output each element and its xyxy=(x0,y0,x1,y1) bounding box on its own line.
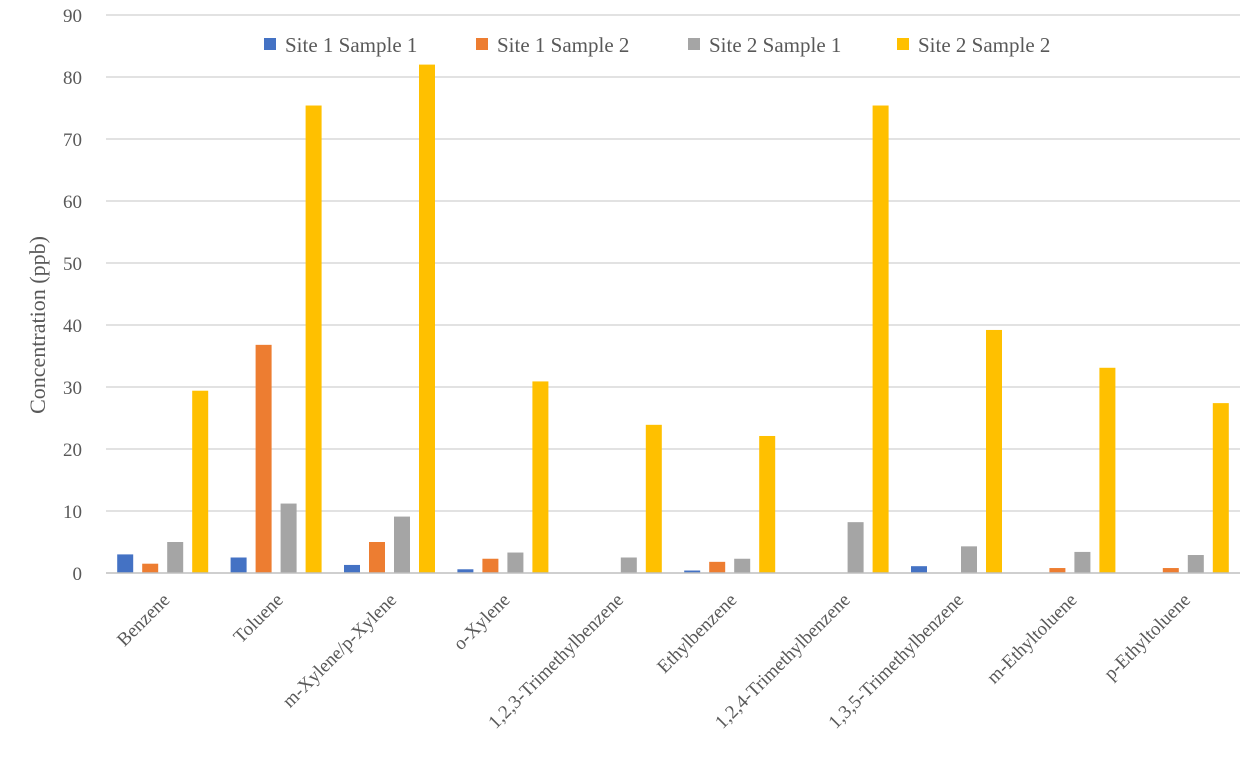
bar xyxy=(847,522,864,573)
bar xyxy=(1212,403,1229,573)
legend-swatch xyxy=(264,38,276,50)
y-axis-ticks: 0 10 20 30 40 50 60 70 80 90 xyxy=(63,6,82,585)
bar xyxy=(911,566,927,573)
legend-swatch xyxy=(476,38,488,50)
bar xyxy=(1049,568,1066,573)
y-tick-label: 40 xyxy=(63,316,82,337)
y-tick-label: 90 xyxy=(63,6,82,27)
bar xyxy=(167,542,184,573)
bar xyxy=(645,424,662,573)
bar xyxy=(1074,551,1091,573)
bar xyxy=(305,105,322,574)
x-tick-label: m-Xylene/p-Xylene xyxy=(279,590,401,712)
gridlines xyxy=(106,14,1240,512)
y-tick-label: 10 xyxy=(63,502,82,523)
bar xyxy=(230,557,247,573)
bar xyxy=(344,564,360,573)
bar xyxy=(684,570,701,573)
x-tick-label: Ethylbenzene xyxy=(653,590,741,678)
bar xyxy=(1099,367,1116,573)
legend-label: Site 2 Sample 2 xyxy=(918,33,1050,57)
y-tick-label: 70 xyxy=(63,130,82,151)
bar xyxy=(1187,555,1204,573)
bar xyxy=(709,561,726,573)
bar xyxy=(482,558,499,573)
bar xyxy=(620,557,637,573)
bar xyxy=(255,344,272,573)
bar xyxy=(986,329,1002,573)
y-tick-label: 80 xyxy=(63,68,82,89)
legend-swatch xyxy=(688,38,700,50)
bar xyxy=(117,554,134,573)
bar xyxy=(1162,568,1179,573)
y-tick-label: 30 xyxy=(63,378,82,399)
bar xyxy=(961,546,977,573)
bar xyxy=(394,516,410,573)
y-axis-label: Concentration (ppb) xyxy=(25,236,50,414)
legend-label: Site 1 Sample 1 xyxy=(285,33,417,57)
x-tick-label: o-Xylene xyxy=(450,590,515,655)
bar xyxy=(457,569,474,573)
legend-label: Site 2 Sample 1 xyxy=(709,33,841,57)
bar xyxy=(759,435,776,573)
bar xyxy=(419,64,435,573)
bar xyxy=(507,552,524,573)
bar xyxy=(192,390,209,573)
x-tick-label: Toluene xyxy=(230,590,288,648)
y-tick-label: 20 xyxy=(63,440,82,461)
x-tick-label: Benzene xyxy=(113,590,174,651)
y-tick-label: 50 xyxy=(63,254,82,275)
bar xyxy=(532,381,549,573)
x-tick-label: p-Ethyltoluene xyxy=(1100,590,1195,685)
bar xyxy=(734,558,751,573)
bars xyxy=(117,64,1229,574)
bar xyxy=(369,542,385,573)
bar xyxy=(872,105,889,574)
legend: Site 1 Sample 1 Site 1 Sample 2 Site 2 Sam… xyxy=(264,33,1050,57)
legend-label: Site 1 Sample 2 xyxy=(497,33,629,57)
y-tick-label: 0 xyxy=(73,564,83,585)
x-tick-label: m-Ethyltoluene xyxy=(983,590,1081,688)
y-tick-label: 60 xyxy=(63,192,82,213)
bar xyxy=(280,503,297,573)
bar xyxy=(142,563,159,573)
legend-swatch xyxy=(897,38,909,50)
